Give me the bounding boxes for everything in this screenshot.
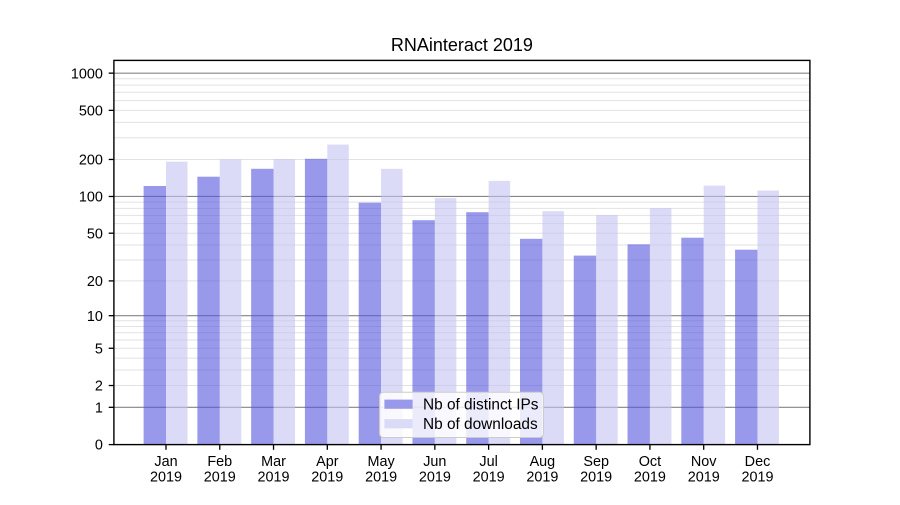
svg-text:RNAinteract 2019: RNAinteract 2019 xyxy=(391,35,533,55)
svg-text:500: 500 xyxy=(79,103,103,119)
svg-text:0: 0 xyxy=(95,438,103,454)
svg-text:2019: 2019 xyxy=(419,470,451,486)
svg-text:2019: 2019 xyxy=(634,470,666,486)
svg-text:2019: 2019 xyxy=(741,470,773,486)
svg-text:20: 20 xyxy=(87,274,103,290)
svg-text:Jan: Jan xyxy=(154,454,177,470)
svg-text:2019: 2019 xyxy=(311,470,343,486)
svg-text:2019: 2019 xyxy=(688,470,720,486)
svg-text:Feb: Feb xyxy=(207,454,232,470)
svg-text:2019: 2019 xyxy=(150,470,182,486)
svg-text:100: 100 xyxy=(79,190,103,206)
svg-text:10: 10 xyxy=(87,309,103,325)
svg-text:Mar: Mar xyxy=(261,454,286,470)
svg-text:2019: 2019 xyxy=(204,470,236,486)
svg-text:1: 1 xyxy=(95,400,103,416)
svg-text:Jun: Jun xyxy=(423,454,446,470)
svg-text:2: 2 xyxy=(95,379,103,395)
svg-text:2019: 2019 xyxy=(365,470,397,486)
svg-text:5: 5 xyxy=(95,341,103,357)
svg-text:May: May xyxy=(367,454,395,470)
svg-text:1000: 1000 xyxy=(71,66,103,82)
svg-text:Sep: Sep xyxy=(583,454,609,470)
svg-text:2019: 2019 xyxy=(580,470,612,486)
svg-text:50: 50 xyxy=(87,226,103,242)
svg-text:200: 200 xyxy=(79,153,103,169)
svg-text:Nb of downloads: Nb of downloads xyxy=(423,416,538,433)
svg-text:Nb of distinct IPs: Nb of distinct IPs xyxy=(423,396,539,413)
svg-text:2019: 2019 xyxy=(258,470,290,486)
svg-text:Aug: Aug xyxy=(530,454,556,470)
svg-text:Oct: Oct xyxy=(639,454,661,470)
svg-text:Apr: Apr xyxy=(316,454,339,470)
svg-text:Dec: Dec xyxy=(745,454,771,470)
svg-text:Nov: Nov xyxy=(691,454,717,470)
svg-text:2019: 2019 xyxy=(473,470,505,486)
svg-text:Jul: Jul xyxy=(479,454,497,470)
svg-text:2019: 2019 xyxy=(526,470,558,486)
